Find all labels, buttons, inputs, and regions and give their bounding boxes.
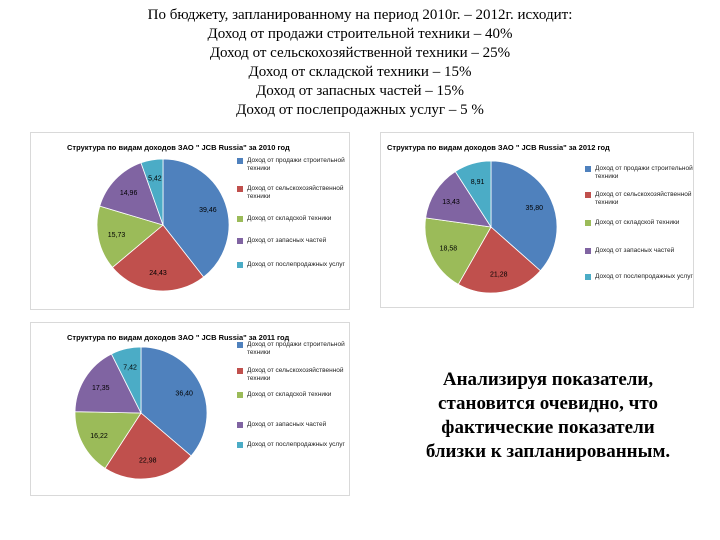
legend-label: Доход от сельскохозяйственной техники bbox=[247, 185, 344, 200]
data-label: 8,91 bbox=[471, 179, 485, 186]
intro-line: По бюджету, запланированному на период 2… bbox=[147, 7, 573, 23]
pie-slice bbox=[424, 217, 492, 285]
intro-line: Доход от запасных частей – 15% bbox=[255, 83, 465, 99]
legend-swatch bbox=[237, 368, 243, 374]
legend-swatch bbox=[237, 262, 243, 268]
data-label: 16,22 bbox=[90, 433, 108, 440]
pie-chart-2010: 39,46 24,43 15,73 14,96 5,42 bbox=[96, 158, 230, 292]
conclusion-text: Анализируя показатели, становится очевид… bbox=[398, 368, 698, 464]
data-label: 18,58 bbox=[440, 246, 458, 253]
legend-swatch bbox=[237, 442, 243, 448]
chart-legend: Доход от продажи строительной техники Дох… bbox=[237, 157, 349, 307]
pie-slice bbox=[454, 160, 492, 229]
pie-slice bbox=[111, 224, 205, 292]
conclusion-line: близки к запланированным. bbox=[425, 441, 671, 462]
legend-swatch bbox=[585, 220, 591, 226]
chart-2011-panel: Структура по видам доходов ЗАО " JCB Rus… bbox=[30, 322, 350, 496]
intro-text: По бюджету, запланированному на период 2… bbox=[0, 6, 720, 120]
legend-swatch bbox=[237, 186, 243, 192]
legend-swatch bbox=[237, 422, 243, 428]
pie-slice bbox=[162, 158, 230, 278]
legend-label: Доход от послепродажных услуг bbox=[595, 273, 693, 280]
legend-label: Доход от запасных частей bbox=[595, 247, 675, 254]
legend-label: Доход от сельскохозяйственной техники bbox=[247, 367, 344, 382]
legend-label: Доход от продажи строительной техники bbox=[247, 157, 345, 172]
pie-chart-2011: 36,40 22,98 16,22 17,35 7,42 bbox=[74, 346, 208, 480]
chart-title: Структура по видам доходов ЗАО " JCB Rus… bbox=[387, 143, 610, 152]
pie-slice bbox=[99, 162, 164, 226]
legend-label: Доход от продажи строительной техники bbox=[595, 165, 693, 180]
pie-slice bbox=[425, 170, 492, 228]
chart-legend: Доход от продажи строительной техники Дох… bbox=[237, 341, 349, 491]
data-label: 22,98 bbox=[139, 458, 157, 465]
pie-slice bbox=[96, 205, 164, 268]
pie-slice bbox=[74, 353, 142, 414]
data-label: 17,35 bbox=[92, 385, 110, 392]
legend-label: Доход от запасных частей bbox=[247, 237, 327, 244]
legend-swatch bbox=[237, 392, 243, 398]
legend-swatch bbox=[237, 342, 243, 348]
data-label: 5,42 bbox=[148, 176, 162, 183]
legend-swatch bbox=[585, 274, 591, 280]
chart-title: Структура по видам доходов ЗАО " JCB Rus… bbox=[67, 333, 290, 342]
legend-label: Доход от послепродажных услуг bbox=[247, 261, 345, 268]
legend-label: Доход от складской техники bbox=[247, 391, 332, 398]
legend-swatch bbox=[237, 238, 243, 244]
data-label: 13,43 bbox=[442, 199, 460, 206]
legend-swatch bbox=[585, 248, 591, 254]
legend-swatch bbox=[585, 166, 591, 172]
pie-chart-2012: 35,80 21,28 18,58 13,43 8,91 bbox=[424, 160, 558, 294]
pie-slice bbox=[457, 226, 541, 294]
conclusion-line: становится очевидно, что bbox=[438, 393, 658, 414]
chart-2010-panel: Структура по видам доходов ЗАО " JCB Rus… bbox=[30, 132, 350, 310]
legend-label: Доход от сельскохозяйственной техники bbox=[595, 191, 692, 206]
legend-swatch bbox=[237, 158, 243, 164]
chart-legend: Доход от продажи строительной техники Дох… bbox=[585, 165, 695, 305]
pie-slice bbox=[490, 160, 558, 272]
pie-slice bbox=[140, 346, 208, 457]
legend-label: Доход от складской техники bbox=[247, 215, 332, 222]
data-label: 35,80 bbox=[526, 205, 544, 212]
pie-slice bbox=[74, 411, 142, 469]
legend-label: Доход от запасных частей bbox=[247, 421, 327, 428]
intro-line: Доход от складской техники – 15% bbox=[248, 64, 472, 80]
legend-label: Доход от продажи строительной техники bbox=[247, 341, 345, 356]
pie-slice bbox=[104, 412, 192, 480]
data-label: 15,73 bbox=[108, 232, 126, 239]
legend-label: Доход от складской техники bbox=[595, 219, 680, 226]
data-label: 36,40 bbox=[175, 391, 193, 398]
data-label: 39,46 bbox=[199, 207, 217, 214]
data-label: 14,96 bbox=[120, 190, 138, 197]
legend-swatch bbox=[237, 216, 243, 222]
intro-line: Доход от сельскохозяйственной техники – … bbox=[209, 45, 511, 61]
pie-slice bbox=[110, 346, 142, 414]
conclusion-line: фактические показатели bbox=[441, 417, 655, 438]
chart-title: Структура по видам доходов ЗАО " JCB Rus… bbox=[67, 143, 290, 152]
intro-line: Доход от продажи строительной техники – … bbox=[207, 26, 513, 42]
chart-2012-panel: Структура по видам доходов ЗАО " JCB Rus… bbox=[380, 132, 694, 308]
legend-swatch bbox=[585, 192, 591, 198]
intro-line: Доход от послепродажных услуг – 5 % bbox=[236, 102, 484, 118]
data-label: 7,42 bbox=[123, 364, 137, 371]
conclusion-line: Анализируя показатели, bbox=[442, 369, 654, 390]
data-label: 24,43 bbox=[149, 270, 167, 277]
legend-label: Доход от послепродажных услуг bbox=[247, 441, 345, 448]
pie-slice bbox=[140, 158, 164, 226]
data-label: 21,28 bbox=[490, 271, 508, 278]
